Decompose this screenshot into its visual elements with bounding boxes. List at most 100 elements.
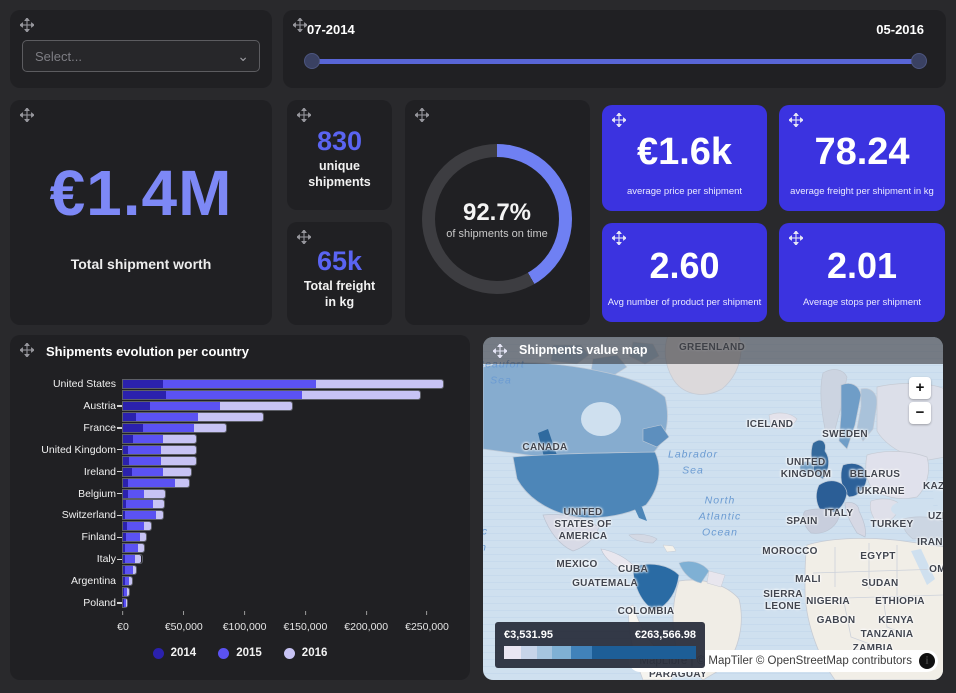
stacked-bar[interactable] [123, 522, 151, 531]
bar-segment-2016[interactable] [316, 380, 444, 388]
map-zoom-in-button[interactable]: + [909, 377, 931, 399]
bar-segment-2016[interactable] [160, 456, 196, 465]
drag-handle-icon[interactable] [612, 231, 626, 245]
bar-segment-2015[interactable] [132, 434, 164, 443]
bar-segment-2014[interactable] [123, 390, 166, 399]
bar-segment-2014[interactable] [123, 544, 126, 553]
bar-segment-2014[interactable] [123, 412, 136, 421]
bar-segment-2016[interactable] [193, 423, 227, 432]
bar-segment-2014[interactable] [123, 511, 126, 520]
bar-segment-2014[interactable] [123, 522, 127, 531]
bar-segment-2015[interactable] [127, 478, 175, 487]
stacked-bar[interactable] [123, 390, 420, 399]
bar-segment-2015[interactable] [165, 390, 302, 399]
bar-segment-2014[interactable] [123, 577, 125, 586]
bar-segment-2014[interactable] [123, 588, 125, 597]
stacked-bar[interactable] [123, 544, 144, 553]
map-zoom-out-button[interactable]: − [909, 402, 931, 424]
bar-segment-2015[interactable] [135, 412, 198, 421]
drag-handle-icon[interactable] [612, 113, 626, 127]
bar-segment-2015[interactable] [124, 588, 128, 597]
drag-handle-icon[interactable] [789, 113, 803, 127]
bar-segment-2015[interactable] [124, 577, 130, 586]
bar-segment-2016[interactable] [220, 401, 292, 410]
bar-segment-2015[interactable] [163, 380, 317, 388]
bar-segment-2016[interactable] [135, 555, 142, 564]
slider-handle-start[interactable] [304, 53, 320, 69]
bar-segment-2014[interactable] [123, 401, 150, 410]
bar-segment-2014[interactable] [123, 500, 126, 509]
world-map[interactable]: GREENLANDICELANDSWEDENCANADAUNITED KINGD… [483, 337, 943, 680]
bar-segment-2014[interactable] [123, 467, 132, 476]
bar-segment-2016[interactable] [160, 445, 196, 454]
bar-segment-2014[interactable] [123, 566, 125, 575]
bar-segment-2016[interactable] [197, 412, 263, 421]
stacked-bar[interactable] [123, 588, 130, 597]
stacked-bar[interactable] [123, 577, 133, 586]
drag-handle-icon[interactable] [20, 343, 34, 357]
bar-segment-2015[interactable] [126, 533, 140, 542]
bar-segment-2014[interactable] [123, 456, 130, 465]
slider-handle-end[interactable] [911, 53, 927, 69]
bar-segment-2016[interactable] [153, 500, 165, 509]
bar-segment-2015[interactable] [125, 511, 156, 520]
legend-item-2015[interactable]: 2015 [218, 647, 262, 659]
drag-handle-icon[interactable] [20, 108, 34, 122]
bar-segment-2015[interactable] [142, 423, 194, 432]
stacked-bar[interactable] [123, 412, 263, 421]
bar-segment-2015[interactable] [131, 467, 164, 476]
stacked-bar[interactable] [123, 456, 196, 465]
bar-segment-2014[interactable] [123, 533, 126, 542]
legend-item-2014[interactable]: 2014 [152, 647, 196, 659]
stacked-bar[interactable] [123, 533, 146, 542]
stacked-bar[interactable] [123, 445, 196, 454]
bar-segment-2015[interactable] [126, 522, 144, 531]
drag-handle-icon[interactable] [789, 231, 803, 245]
bar-segment-2014[interactable] [123, 380, 164, 388]
bar-segment-2016[interactable] [301, 390, 420, 399]
bar-segment-2014[interactable] [123, 434, 133, 443]
stacked-bar[interactable] [123, 423, 227, 432]
bar-segment-2016[interactable] [143, 522, 151, 531]
bar-segment-2016[interactable] [125, 599, 127, 608]
bar-segment-2016[interactable] [129, 577, 133, 586]
bar-segment-2014[interactable] [123, 423, 143, 432]
drag-handle-icon[interactable] [297, 108, 311, 122]
bar-segment-2016[interactable] [174, 478, 189, 487]
stacked-bar[interactable] [123, 467, 192, 476]
bar-segment-2016[interactable] [137, 544, 144, 553]
drag-handle-icon[interactable] [493, 344, 507, 358]
bar-segment-2015[interactable] [127, 489, 145, 498]
bar-segment-2016[interactable] [132, 566, 137, 575]
bar-segment-2015[interactable] [125, 544, 138, 553]
bar-segment-2014[interactable] [123, 489, 128, 498]
stacked-bar[interactable] [123, 599, 127, 608]
bar-segment-2016[interactable] [127, 588, 130, 597]
stacked-bar[interactable] [123, 566, 137, 575]
info-icon[interactable]: i [919, 653, 935, 669]
stacked-bar[interactable] [123, 511, 164, 520]
bar-segment-2014[interactable] [123, 445, 128, 454]
stacked-bar[interactable] [123, 380, 444, 388]
stacked-bar[interactable] [123, 555, 142, 564]
bar-segment-2015[interactable] [129, 456, 161, 465]
date-range-slider[interactable] [304, 52, 927, 70]
stacked-bar[interactable] [123, 489, 165, 498]
drag-handle-icon[interactable] [20, 18, 34, 32]
stacked-bar[interactable] [123, 401, 292, 410]
slider-track[interactable] [307, 59, 924, 64]
drag-handle-icon[interactable] [415, 108, 429, 122]
bar-segment-2016[interactable] [144, 489, 165, 498]
bar-segment-2016[interactable] [163, 434, 196, 443]
stacked-bar[interactable] [123, 478, 189, 487]
stacked-bar[interactable] [123, 434, 196, 443]
bar-segment-2014[interactable] [123, 478, 128, 487]
bar-segment-2015[interactable] [123, 599, 126, 608]
drag-handle-icon[interactable] [293, 18, 307, 32]
bar-segment-2016[interactable] [140, 533, 146, 542]
bar-segment-2016[interactable] [155, 511, 164, 520]
drag-handle-icon[interactable] [297, 230, 311, 244]
bar-segment-2016[interactable] [163, 467, 192, 476]
stacked-bar[interactable] [123, 500, 165, 509]
bar-segment-2015[interactable] [149, 401, 221, 410]
